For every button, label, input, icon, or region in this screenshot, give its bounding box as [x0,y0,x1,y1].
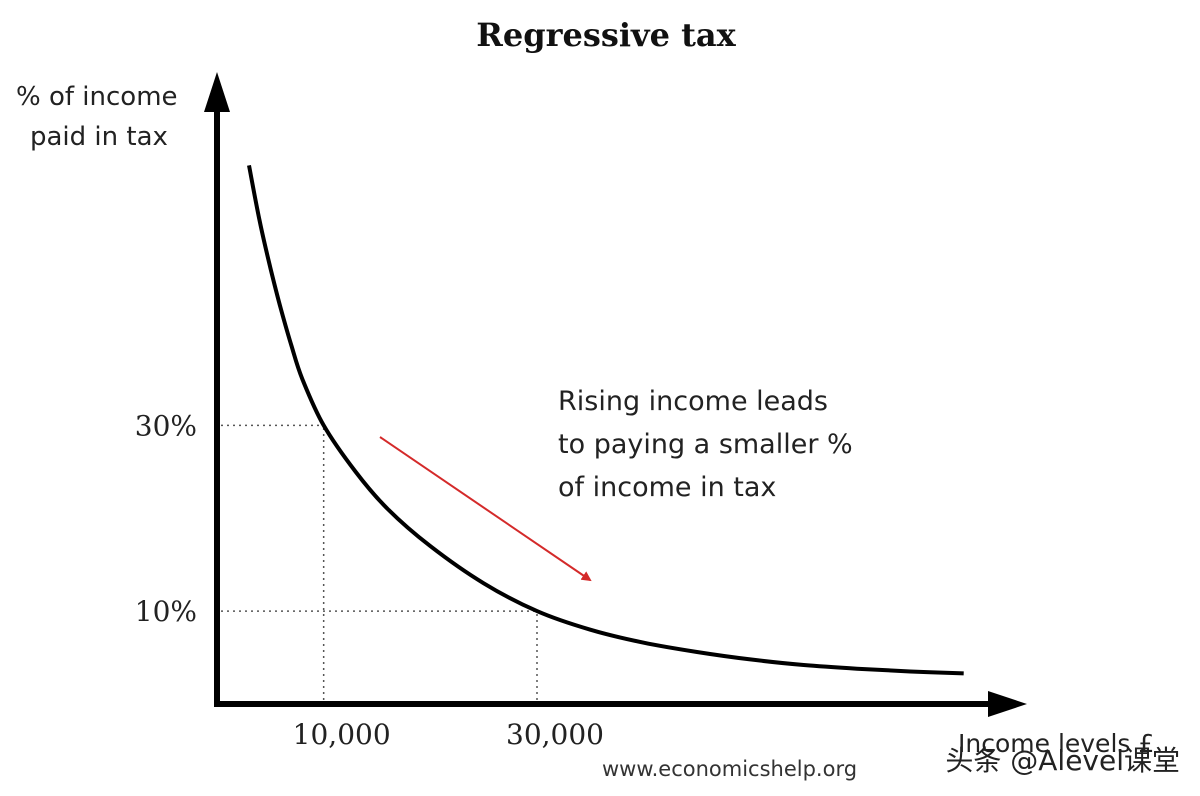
y-tick-label: 10% [135,595,197,628]
y-axis-label-line-1: % of income [16,82,178,112]
y-tick-label: 30% [135,409,197,442]
regressive-tax-curve [247,165,964,676]
guide-lines [221,424,538,700]
x-tick-label: 30,000 [506,718,604,751]
x-tick-label: 10,000 [293,718,391,751]
annotation-line-3: of income in tax [558,472,776,503]
x-axis-label: Income levels £ [958,729,1154,758]
watermark: 头条 @Alevel课堂 [945,744,1180,777]
chart-title: Regressive tax [476,16,736,54]
source-credit: www.economicshelp.org [602,757,857,781]
tick-labels: 10,000 30,000 30% 10% [135,409,604,751]
axes [204,72,1027,717]
annotation-line-1: Rising income leads [558,386,828,417]
annotation-line-2: to paying a smaller % [558,429,853,460]
trend-arrow [379,436,592,582]
x-axis-arrowhead [988,691,1027,717]
y-axis-label-line-2: paid in tax [30,122,168,152]
y-axis-arrowhead [204,72,230,112]
